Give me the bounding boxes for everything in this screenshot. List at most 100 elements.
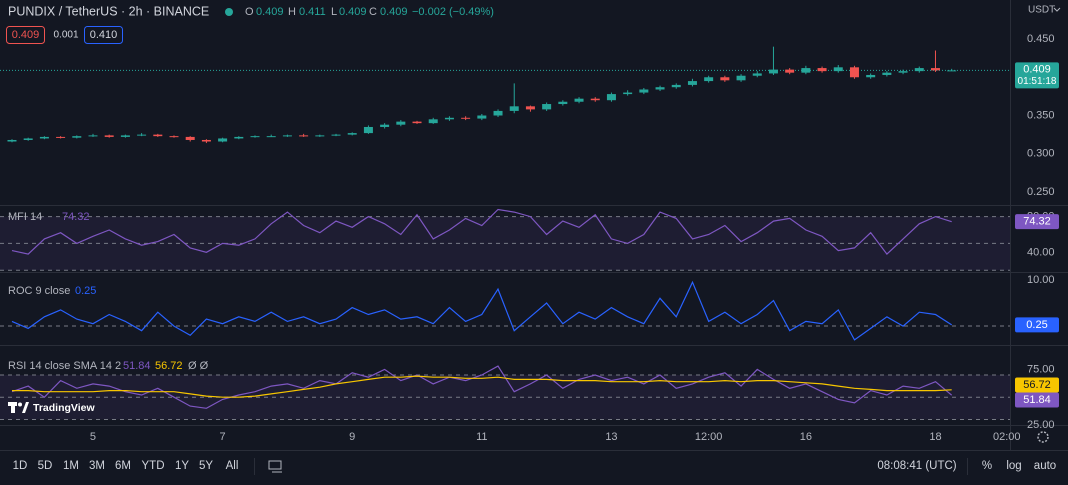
candle-body xyxy=(39,136,49,139)
ohlc-value: 0.409 xyxy=(380,6,408,18)
candle-body xyxy=(153,134,163,137)
y-tick-label: 40.00 xyxy=(1027,246,1055,258)
candle-body xyxy=(72,136,82,138)
candle-body xyxy=(428,119,438,124)
logo-icon xyxy=(22,402,29,413)
logo-icon xyxy=(11,402,15,413)
candle-body xyxy=(412,121,422,124)
legend-value: 56.72 xyxy=(155,360,183,372)
range-button[interactable]: 5Y xyxy=(199,460,213,472)
candle-body xyxy=(525,106,535,110)
sell-box[interactable] xyxy=(6,26,45,44)
compare-icon[interactable] xyxy=(268,460,282,473)
y-tick-label: 0.450 xyxy=(1027,33,1055,45)
x-tick-label: 18 xyxy=(929,431,941,443)
candle-body xyxy=(736,75,746,81)
y-tick-label: 75.00 xyxy=(1027,363,1055,375)
x-tick-label: 9 xyxy=(349,431,355,443)
candle-body xyxy=(282,135,292,137)
candle-body xyxy=(266,136,276,138)
ohlc-key: L xyxy=(331,6,337,18)
range-button[interactable]: YTD xyxy=(142,460,165,472)
candle-body xyxy=(898,71,908,73)
x-tick-label: 5 xyxy=(90,431,96,443)
legend-value: 0.25 xyxy=(75,285,96,297)
scale-option[interactable]: auto xyxy=(1034,460,1056,472)
icon-part[interactable] xyxy=(268,460,282,470)
candle-body xyxy=(720,77,730,81)
ohlc-key: H xyxy=(288,6,296,18)
ohlc-value: 0.409 xyxy=(256,6,284,18)
candle-body xyxy=(801,68,811,73)
candle-body xyxy=(558,101,568,105)
candle-body xyxy=(185,136,195,140)
plot xyxy=(0,46,1010,420)
y-tick-label: 0.250 xyxy=(1027,186,1055,198)
last-value-box xyxy=(1015,377,1059,393)
candle-body xyxy=(218,138,228,142)
x-tick-label: 12:00 xyxy=(695,431,723,443)
candle-body xyxy=(687,81,697,85)
settings-icon[interactable] xyxy=(1037,431,1049,443)
x-tick-label: 02:00 xyxy=(993,431,1021,443)
dropdown-icon xyxy=(1053,7,1061,12)
logo-icon xyxy=(18,402,22,407)
candle-body xyxy=(315,135,325,137)
range-button[interactable]: 1D xyxy=(13,460,28,472)
range-button[interactable]: 6M xyxy=(115,460,131,472)
candle-body xyxy=(396,121,406,125)
candle-body xyxy=(120,135,130,137)
range-button[interactable]: 1M xyxy=(63,460,79,472)
candle-body xyxy=(817,68,827,72)
candle-body xyxy=(606,94,616,101)
candle-body xyxy=(23,138,33,140)
last-value: 0.25 xyxy=(1026,319,1047,331)
candle-body xyxy=(234,136,244,139)
candle-body xyxy=(331,134,341,136)
candle-body xyxy=(477,115,487,119)
candle-body xyxy=(704,77,714,82)
buy-box[interactable] xyxy=(84,26,123,44)
last-value: 56.72 xyxy=(1023,379,1051,391)
candle-body xyxy=(444,117,454,120)
candle-body xyxy=(7,139,17,142)
candle-body xyxy=(137,134,147,136)
range-button[interactable]: 5D xyxy=(38,460,53,472)
x-tick-label: 16 xyxy=(800,431,812,443)
last-price: 0.409 xyxy=(1023,63,1051,75)
indicator-line xyxy=(11,365,953,409)
status-dot xyxy=(225,8,233,16)
clock[interactable]: 08:08:41 (UTC) xyxy=(877,460,956,472)
last-value: 51.84 xyxy=(1023,394,1051,406)
candle-body xyxy=(849,67,859,78)
candle-body xyxy=(299,135,309,137)
ask[interactable]: 0.410 xyxy=(90,29,118,41)
currency[interactable]: USDT xyxy=(1028,5,1055,16)
scale-option[interactable]: % xyxy=(982,460,992,472)
range-button[interactable]: All xyxy=(226,460,239,472)
candle-body xyxy=(882,72,892,75)
y-tick-label: 25.00 xyxy=(1027,419,1055,431)
candle-body xyxy=(930,68,940,71)
indicator-line xyxy=(11,280,953,341)
legend-value: 51.84 xyxy=(123,360,151,372)
range-button[interactable]: 3M xyxy=(89,460,105,472)
scale-option[interactable]: log xyxy=(1006,460,1021,472)
logo: TradingView xyxy=(8,402,95,414)
candle-body xyxy=(250,136,260,138)
ohlc-key: O xyxy=(245,6,254,18)
bid[interactable]: 0.409 xyxy=(12,29,40,41)
candle-body xyxy=(623,92,633,95)
candle-body xyxy=(590,98,600,101)
x-tick-label: 11 xyxy=(476,431,487,443)
candle-body xyxy=(866,74,876,78)
y-tick-label: 10.00 xyxy=(1027,274,1055,286)
candle-body xyxy=(104,135,114,137)
symbol: PUNDIX / TetherUS · 2h · BINANCE xyxy=(8,4,209,18)
legend-title: ROC 9 close xyxy=(8,285,70,297)
last-value-box xyxy=(1015,214,1059,230)
range-button[interactable]: 1Y xyxy=(175,460,189,472)
candle-body xyxy=(461,117,471,119)
